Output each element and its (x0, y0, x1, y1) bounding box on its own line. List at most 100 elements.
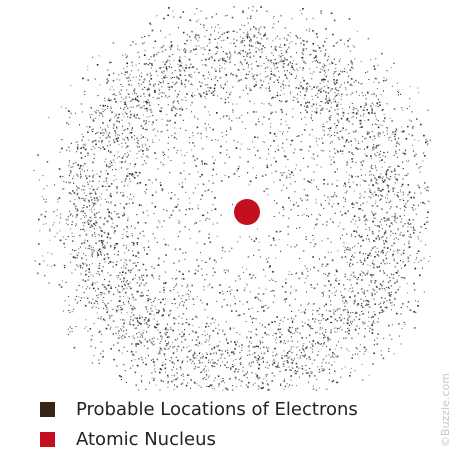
electron-dot (80, 173, 82, 175)
electron-dot (71, 240, 74, 242)
electron-dot (308, 150, 310, 152)
electron-dot (275, 332, 277, 335)
electron-dot (268, 148, 270, 150)
electron-dot (61, 280, 63, 282)
electron-dot (191, 102, 193, 104)
electron-dot (213, 59, 216, 62)
electron-dot (349, 375, 351, 377)
electron-dot (390, 273, 392, 275)
electron-dot (187, 382, 189, 384)
electron-dot (116, 187, 118, 189)
electron-dot (100, 193, 102, 195)
electron-dot (98, 331, 101, 333)
electron-dot (250, 362, 252, 364)
electron-dot (133, 135, 135, 137)
electron-dot (117, 285, 120, 287)
electron-dot (208, 344, 210, 346)
electron-dot (277, 145, 279, 147)
electron-dot (135, 76, 137, 78)
electron-dot (206, 353, 208, 355)
electron-dot (350, 60, 352, 62)
electron-dot (392, 274, 394, 276)
electron-dot (177, 292, 179, 294)
electron-dot (50, 265, 52, 267)
electron-dot (418, 167, 420, 169)
electron-dot (84, 155, 86, 157)
electron-dot (323, 183, 325, 185)
electron-dot (206, 136, 208, 138)
electron-dot (375, 246, 377, 248)
electron-dot (323, 368, 325, 371)
electron-dot (139, 316, 141, 318)
electron-dot (110, 217, 113, 220)
electron-dot (343, 242, 345, 244)
electron-dot (132, 254, 135, 257)
electron-dot (74, 192, 76, 194)
electron-dot (330, 163, 332, 165)
electron-dot (83, 225, 85, 227)
electron-dot (371, 230, 374, 233)
electron-dot (307, 106, 309, 108)
electron-dot (167, 97, 169, 99)
electron-dot (323, 69, 325, 71)
electron-dot (126, 196, 128, 198)
electron-dot (197, 171, 199, 173)
electron-dot (220, 353, 222, 355)
electron-dot (264, 32, 266, 34)
electron-dot (407, 160, 409, 162)
electron-dot (196, 8, 198, 10)
electron-dot (173, 106, 175, 109)
electron-dot (328, 97, 330, 99)
electron-dot (401, 126, 403, 128)
electron-dot (391, 120, 393, 122)
electron-dot (347, 311, 349, 313)
electron-dot (321, 370, 323, 372)
electron-dot (261, 387, 263, 390)
electron-dot (333, 19, 336, 22)
electron-dot (166, 70, 168, 72)
electron-dot (370, 59, 372, 61)
electron-dot (136, 157, 138, 159)
electron-dot (76, 173, 78, 176)
electron-dot (192, 142, 194, 144)
electron-dot (333, 287, 335, 289)
electron-dot (391, 245, 393, 247)
electron-dot (374, 165, 376, 167)
electron-dot (393, 170, 396, 172)
electron-dot (372, 320, 374, 322)
electron-dot (346, 119, 348, 121)
electron-dot (343, 206, 345, 208)
electron-dot (295, 34, 297, 37)
electron-dot (382, 120, 384, 122)
electron-dot (160, 131, 162, 133)
electron-dot (137, 252, 140, 254)
electron-dot (343, 337, 345, 339)
electron-dot (395, 233, 397, 235)
electron-dot (310, 372, 312, 374)
electron-dot (208, 218, 210, 220)
electron-dot (316, 283, 318, 285)
electron-dot (145, 270, 147, 272)
electron-dot (262, 306, 264, 309)
electron-dot (331, 259, 334, 262)
electron-dot (279, 44, 281, 46)
electron-dot (343, 322, 345, 324)
electron-dot (411, 134, 414, 137)
electron-dot (159, 350, 161, 352)
electron-dot (248, 345, 250, 347)
electron-dot (226, 361, 228, 363)
electron-dot (127, 236, 129, 238)
electron-dot (359, 208, 362, 210)
electron-dot (158, 93, 160, 95)
electron-dot (229, 56, 231, 59)
electron-dot (286, 139, 288, 141)
electron-dot (319, 214, 321, 216)
electron-dot (256, 374, 259, 377)
electron-dot (325, 273, 327, 275)
electron-dot (386, 133, 388, 135)
electron-dot (324, 54, 326, 57)
electron-dot (116, 213, 118, 215)
electron-dot (327, 134, 329, 136)
electron-dot (366, 145, 369, 148)
electron-dot (88, 201, 90, 203)
